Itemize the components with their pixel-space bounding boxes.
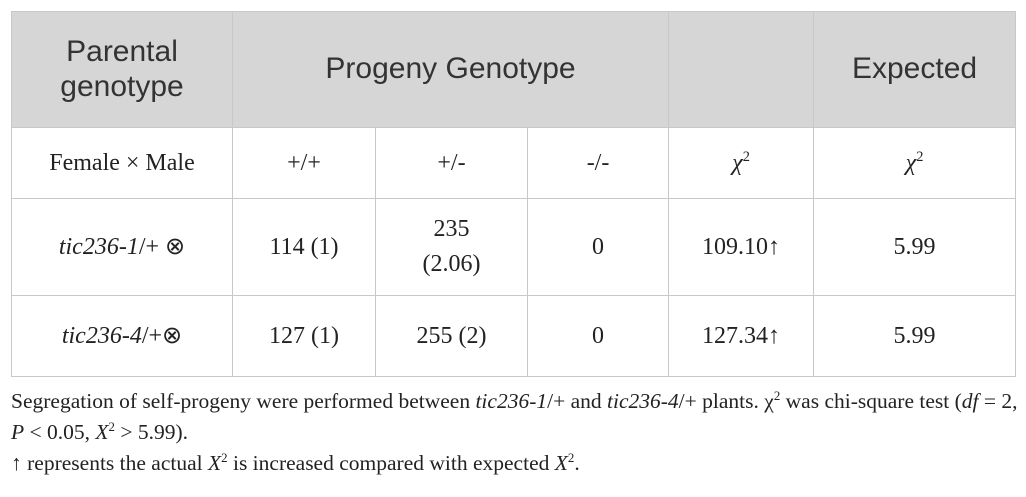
cell: 127.34↑	[668, 295, 815, 377]
header-cell: Progeny Genotype	[231, 11, 670, 128]
subheader-cell: Female × Male	[11, 127, 233, 199]
text-segment: 2	[742, 148, 750, 165]
subheader-cell: +/+	[232, 127, 376, 199]
header-cell: Parental genotype	[11, 11, 233, 128]
cell: 5.99	[813, 295, 1017, 377]
text-segment: P	[11, 420, 25, 444]
cell: 255 (2)	[375, 295, 528, 377]
header-cell	[668, 11, 815, 128]
text-segment: 2	[108, 419, 115, 434]
subheader-cell: -/-	[526, 127, 670, 199]
text-segment: = 2,	[978, 389, 1018, 413]
text-segment: is increased compared with expected	[227, 451, 555, 475]
text-segment: χ	[764, 389, 774, 413]
header-cell: Expected	[813, 11, 1017, 128]
header-row: Parental genotype Progeny Genotype Expec…	[11, 11, 1017, 128]
subheader-cell: χ2	[668, 127, 815, 199]
text-segment: χ	[732, 149, 743, 176]
footnote: Segregation of self-progeny were perform…	[11, 386, 1021, 479]
text-segment: tic236-4	[61, 322, 142, 349]
text-segment: .	[574, 451, 580, 475]
text-segment: tic236-1	[475, 389, 548, 413]
subheader-cell: +/-	[375, 127, 528, 199]
text-segment: 2	[773, 388, 781, 403]
text-segment: 2	[221, 450, 228, 465]
cell: 0	[526, 198, 670, 296]
cell: 0	[526, 295, 670, 377]
text-segment: ↑ represents the actual	[11, 451, 208, 475]
text-segment: X	[554, 451, 568, 475]
text-segment: Segregation of self-progeny were perform…	[11, 389, 476, 413]
genotype-cell: tic236-1/+ ⊗	[11, 198, 233, 296]
table: Parental genotype Progeny Genotype Expec…	[11, 11, 1017, 377]
text-segment: +/+	[287, 149, 321, 176]
text-segment: χ	[905, 149, 917, 176]
text-segment: Female × Male	[49, 149, 195, 176]
text-segment: /+ plants.	[678, 389, 765, 413]
cell: 127 (1)	[232, 295, 376, 377]
text-segment: < 0.05,	[24, 420, 96, 444]
text-segment: +/-	[437, 149, 466, 176]
subheader-cell: χ2	[813, 127, 1017, 199]
text-segment: /+ ⊗	[138, 233, 186, 260]
genotype-cell: tic236-4/+⊗	[11, 295, 233, 377]
text-segment: /+⊗	[141, 322, 183, 349]
cell: 5.99	[813, 198, 1017, 296]
text-segment: > 5.99).	[115, 420, 189, 444]
text-segment: X	[95, 420, 109, 444]
cell: 235 (2.06)	[375, 198, 528, 296]
text-segment: 2	[567, 450, 575, 465]
footnote-line: ↑ represents the actual X2 is increased …	[11, 448, 1021, 479]
text-segment: X	[208, 451, 222, 475]
data-row: tic236-4/+⊗ 127 (1) 255 (2) 0 127.34↑ 5.…	[11, 295, 1017, 377]
cell: 109.10↑	[668, 198, 815, 296]
text-segment: was chi-square test (	[780, 389, 962, 413]
text-segment: tic236-1	[58, 233, 139, 260]
cell: 114 (1)	[232, 198, 376, 296]
data-row: tic236-1/+ ⊗ 114 (1) 235 (2.06) 0 109.10…	[11, 198, 1017, 296]
text-segment: /+ and	[547, 389, 608, 413]
text-segment: 2	[916, 148, 924, 165]
text-segment: -/-	[586, 149, 610, 176]
text-segment: df	[961, 389, 979, 413]
footnote-line: Segregation of self-progeny were perform…	[11, 386, 1021, 448]
text-segment: tic236-4	[607, 389, 679, 413]
subheader-row: Female × Male +/+ +/- -/- χ2 χ2	[11, 127, 1017, 199]
